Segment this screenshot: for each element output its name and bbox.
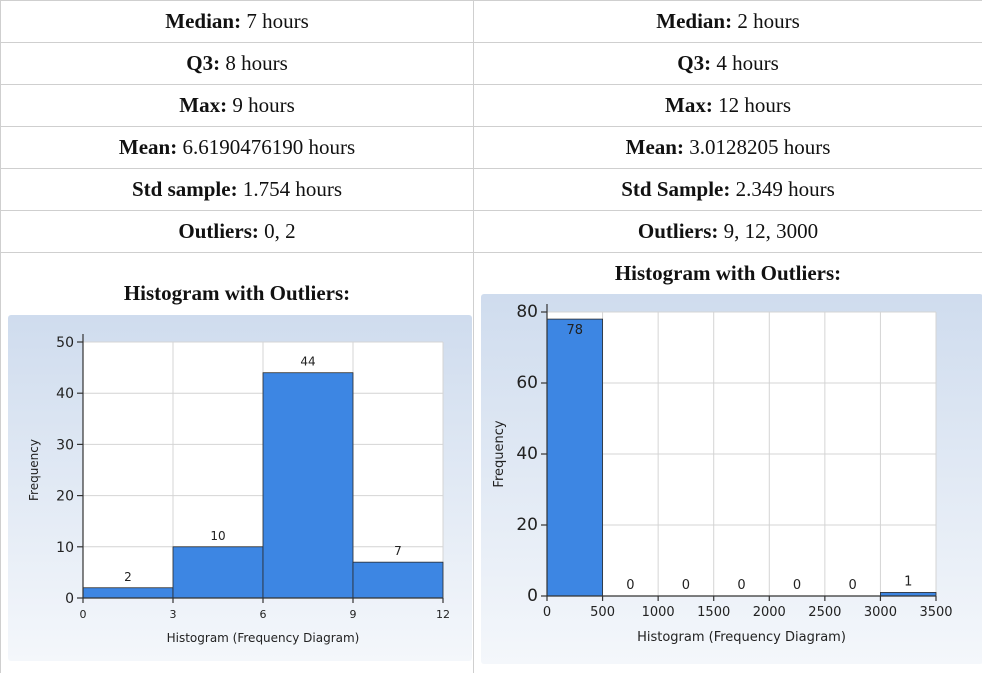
x-tick-label: 0 [543,605,551,620]
stat-value: 2 hours [732,9,800,33]
stat-value: 1.754 hours [237,177,343,201]
histogram-cell-right: Histogram with Outliers: 78 0 0 0 0 0 1 0 20 40 60… [473,253,982,673]
bar-value-label: 7 [394,544,402,558]
stat-cell-right: Std Sample: 2.349 hours [473,168,982,211]
stat-cell-right: Outliers: 9, 12, 3000 [473,210,982,253]
y-tick-label: 60 [516,373,538,393]
histogram-cell-left: Histogram with Outliers: 2 10 44 7 0 10 20 30 40… [0,253,474,673]
stat-value: 9 hours [227,93,295,117]
x-tick-label: 12 [436,608,450,621]
x-axis-label: Histogram (Frequency Diagram) [167,631,360,645]
y-axis-label: Frequency [492,420,507,487]
bar-value-label: 44 [300,355,315,369]
stat-label: Std sample: [131,177,238,201]
bar-value-label: 0 [793,578,801,593]
stat-cell-right: Median: 2 hours [473,0,982,43]
y-tick-label: 80 [516,302,538,322]
bar-value-label: 1 [904,574,912,589]
y-tick-label: 20 [56,489,74,505]
histogram-title: Histogram with Outliers: [614,261,842,285]
stat-cell-left: Max: 9 hours [0,84,474,127]
stat-label: Q3: [186,51,221,75]
bar-value-label: 10 [210,529,225,543]
stat-value: 12 hours [712,93,791,117]
table-row: Outliers: 0, 2 Outliers: 9, 12, 3000 [0,210,982,253]
stat-value: 3.0128205 hours [683,135,831,159]
x-tick-label: 500 [590,605,615,620]
stat-value: 9, 12, 3000 [718,219,819,243]
histogram-title: Histogram with Outliers: [123,281,351,305]
table-row: Mean: 6.6190476190 hours Mean: 3.0128205… [0,126,982,169]
stat-cell-left: Outliers: 0, 2 [0,210,474,253]
bar-value-label: 0 [737,578,745,593]
y-tick-label: 50 [56,335,74,351]
stat-label: Outliers: [178,219,259,243]
stat-label: Median: [656,9,733,33]
stat-label: Outliers: [637,219,719,243]
x-tick-label: 9 [350,608,357,621]
stat-cell-left: Q3: 8 hours [0,42,474,85]
histogram-chart-left: 2 10 44 7 0 10 20 30 40 50 0 3 6 9 12 Histogram (Freque… [8,315,472,661]
stat-label: Max: [665,93,713,117]
y-tick-label: 20 [516,515,538,535]
bar-value-label: 78 [567,323,584,338]
x-tick-label: 1000 [642,605,675,620]
histogram-bar [546,318,603,597]
table-row: Median: 7 hours Median: 2 hours [0,0,982,43]
y-tick-label: 40 [516,444,538,464]
stat-value: 8 hours [220,51,288,75]
stat-cell-left: Std sample: 1.754 hours [0,168,474,211]
stat-label: Q3: [677,51,712,75]
y-tick-label: 0 [65,591,74,607]
histogram-bar [82,587,174,599]
bar-value-label: 0 [626,578,634,593]
stats-table: Median: 7 hours Median: 2 hours Q3: 8 ho… [0,0,982,253]
stat-label: Mean: [118,135,178,159]
x-tick-label: 2000 [753,605,786,620]
histogram-bar [352,561,444,599]
stat-value: 2.349 hours [730,177,835,201]
bar-value-label: 0 [682,578,690,593]
table-row: Std sample: 1.754 hours Std Sample: 2.34… [0,168,982,211]
x-tick-label: 1500 [697,605,730,620]
stat-label: Mean: [625,135,684,159]
x-tick-label: 2500 [808,605,841,620]
y-tick-label: 40 [56,386,74,402]
x-tick-label: 3 [170,608,177,621]
stat-cell-left: Median: 7 hours [0,0,474,43]
bar-value-label: 2 [124,570,132,584]
x-tick-label: 3500 [919,605,952,620]
x-axis-label: Histogram (Frequency Diagram) [637,630,846,645]
y-tick-label: 30 [56,437,74,453]
table-row: Q3: 8 hours Q3: 4 hours [0,42,982,85]
stat-cell-right: Q3: 4 hours [473,42,982,85]
y-tick-label: 10 [56,540,74,556]
histogram-bar [262,372,354,599]
y-tick-label: 0 [527,586,538,606]
x-tick-label: 3000 [864,605,897,620]
stat-value: 6.6190476190 hours [177,135,356,159]
stat-value: 7 hours [241,9,309,33]
stat-value: 0, 2 [258,219,296,243]
stat-label: Median: [165,9,242,33]
x-tick-label: 0 [80,608,87,621]
stat-cell-right: Mean: 3.0128205 hours [473,126,982,169]
bar-value-label: 0 [849,578,857,593]
table-row: Max: 9 hours Max: 12 hours [0,84,982,127]
stat-label: Std Sample: [621,177,731,201]
histogram-bar [172,546,264,599]
y-axis-label: Frequency [27,439,41,501]
stat-cell-right: Max: 12 hours [473,84,982,127]
stat-cell-left: Mean: 6.6190476190 hours [0,126,474,169]
stat-value: 4 hours [711,51,779,75]
x-tick-label: 6 [260,608,267,621]
stat-label: Max: [179,93,228,117]
